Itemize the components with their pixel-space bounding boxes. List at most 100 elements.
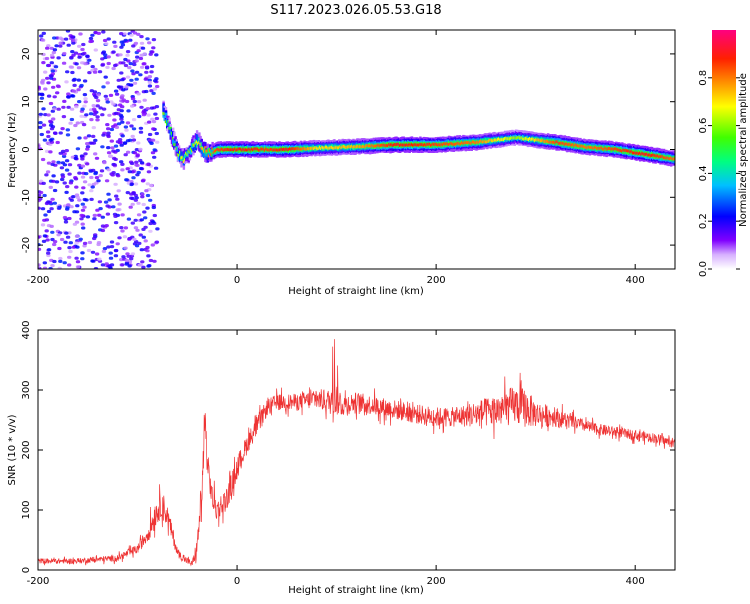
noise-cell — [133, 182, 139, 186]
noise-cell — [82, 205, 87, 209]
noise-cell — [42, 266, 48, 269]
noise-cell — [119, 160, 124, 164]
ridge-cell — [383, 143, 386, 147]
noise-cell — [123, 38, 128, 42]
ridge-cell — [673, 157, 675, 161]
noise-cell — [144, 65, 150, 69]
noise-cell — [46, 63, 52, 68]
noise-cell — [64, 149, 70, 153]
noise-cell — [128, 38, 133, 42]
noise-cell — [61, 105, 66, 109]
noise-cell — [128, 62, 133, 66]
colorbar-ticks: 0.0 0.2 0.4 0.6 0.8 — [698, 70, 740, 277]
y-tick-label: 200 — [21, 440, 32, 459]
noise-cell — [48, 123, 54, 127]
noise-cell — [75, 195, 81, 199]
noise-cell — [90, 259, 95, 263]
noise-cell — [134, 196, 139, 200]
noise-cell — [89, 175, 94, 180]
noise-cell — [109, 100, 114, 104]
noise-cell — [50, 237, 55, 242]
noise-cell — [72, 83, 77, 87]
noise-cell — [131, 44, 136, 48]
noise-cell — [113, 254, 119, 258]
ridge-cell — [205, 149, 208, 153]
noise-cell — [73, 156, 79, 160]
noise-cell — [120, 162, 125, 166]
noise-cell — [62, 215, 68, 220]
noise-cell — [133, 41, 139, 45]
noise-cell — [122, 32, 127, 36]
noise-cell — [120, 43, 126, 47]
noise-cell — [55, 91, 60, 95]
noise-cell — [117, 236, 122, 240]
noise-cell — [91, 126, 97, 130]
noise-cell — [131, 118, 137, 122]
noise-cell — [139, 161, 145, 165]
noise-cell — [129, 161, 135, 166]
noise-cell — [95, 118, 100, 122]
noise-cell — [141, 265, 146, 269]
noise-cell — [82, 79, 88, 83]
ridge-cell — [285, 147, 288, 151]
noise-cell — [38, 206, 41, 210]
noise-cell — [43, 87, 48, 91]
noise-cell — [88, 36, 94, 41]
noise-cell — [64, 231, 69, 235]
noise-cell — [65, 235, 71, 239]
noise-cell — [138, 263, 143, 267]
noise-cell — [53, 65, 59, 69]
noise-cell — [109, 127, 115, 132]
noise-cell — [43, 70, 48, 74]
noise-cell — [63, 220, 69, 224]
noise-cell — [146, 113, 151, 117]
noise-cell — [120, 168, 125, 172]
noise-cell — [124, 99, 130, 104]
noise-cell — [84, 172, 89, 176]
noise-cell — [48, 101, 54, 106]
noise-cell — [97, 257, 102, 261]
noise-cell — [76, 78, 82, 82]
x-tick-label: 200 — [427, 576, 446, 587]
colorbar-tick-label: 0.4 — [698, 165, 709, 181]
noise-cell — [80, 208, 86, 212]
noise-cell — [113, 157, 118, 161]
ridge-cell — [211, 152, 214, 158]
noise-cell — [145, 182, 150, 186]
ridge-cell — [177, 155, 181, 161]
noise-cell — [105, 81, 110, 85]
noise-cell — [69, 205, 74, 209]
noise-cell — [138, 166, 144, 171]
noise-cell — [46, 251, 51, 255]
noise-cell — [57, 246, 62, 251]
ridge-cell — [168, 126, 171, 130]
noise-cell — [111, 50, 116, 54]
noise-cell — [38, 92, 42, 96]
noise-cell — [124, 178, 129, 182]
noise-cell — [129, 257, 134, 261]
noise-cell — [115, 242, 120, 246]
noise-cell — [125, 121, 131, 125]
noise-cell — [105, 123, 110, 127]
ridge-cell — [463, 141, 466, 145]
noise-cell — [125, 150, 131, 154]
noise-cell — [133, 218, 138, 222]
noise-cell — [72, 210, 77, 214]
noise-cell — [113, 63, 118, 68]
noise-cell — [136, 141, 141, 145]
noise-cell — [82, 51, 87, 56]
noise-cell — [59, 237, 65, 242]
noise-cell — [79, 83, 84, 88]
noise-cell — [76, 88, 81, 92]
noise-cell — [106, 192, 111, 196]
noise-cell — [40, 207, 46, 211]
noise-cell — [155, 84, 160, 89]
noise-cell — [145, 249, 150, 253]
noise-cell — [151, 91, 156, 95]
x-tick-label: 200 — [427, 275, 446, 286]
noise-cell — [129, 33, 134, 37]
noise-cell — [101, 107, 107, 111]
noise-cell — [138, 130, 144, 134]
noise-cell — [113, 249, 119, 253]
noise-cell — [44, 149, 50, 153]
